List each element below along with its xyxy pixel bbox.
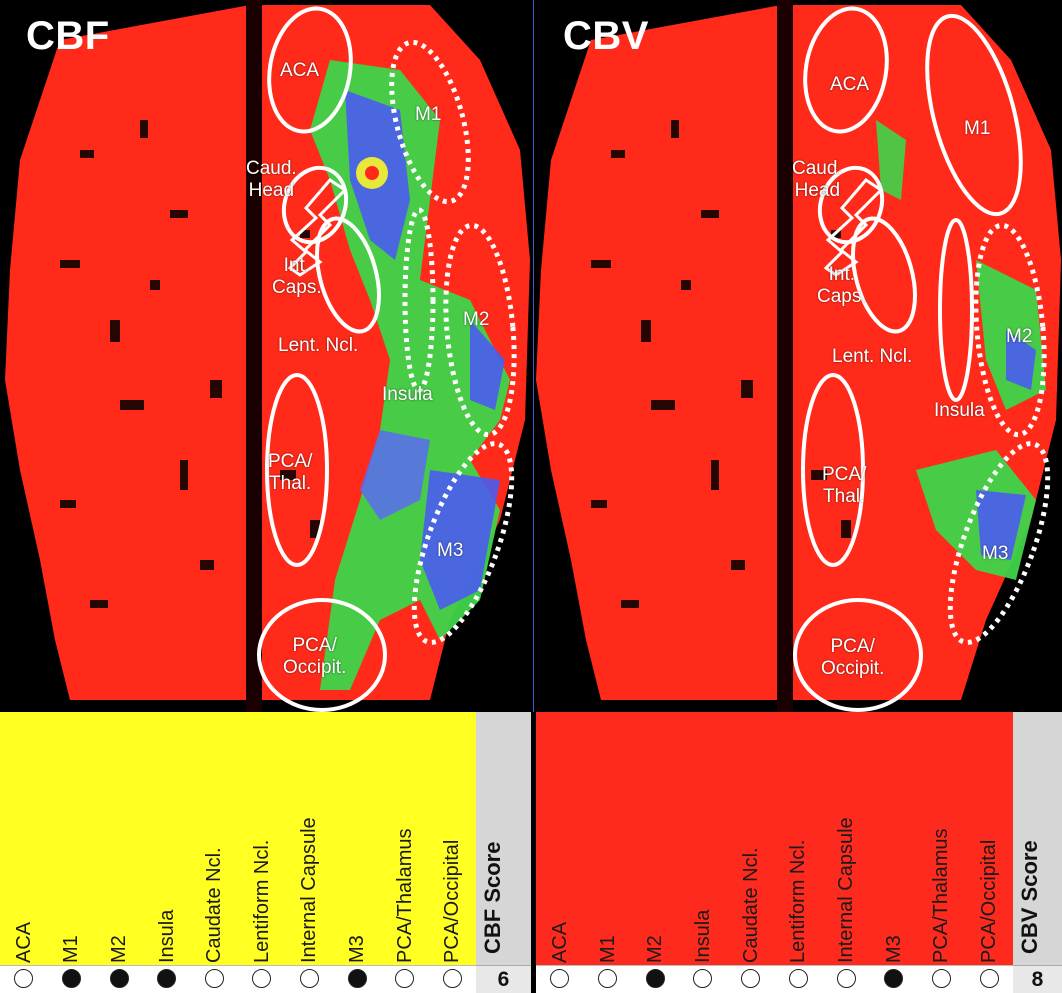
cbf-region-label: PCA/Occipital (441, 839, 464, 963)
cbv-score-column: CBV Score 8 (1013, 712, 1062, 993)
cbv-ischemia-m2 (1006, 330, 1036, 390)
cbf-region-indicator (299, 969, 319, 988)
cbv-label-caud: Caud. Head (792, 158, 843, 201)
cbv-label-intcaps: Int. Caps. (817, 264, 867, 307)
cbf-region-indicator (395, 969, 415, 988)
cbf-core-spot (365, 166, 379, 180)
cbf-region-label: Lentiform Ncl. (250, 839, 273, 963)
cbv-label-pcathal: PCA/ Thal. (822, 464, 867, 507)
cbv-region-label: M2 (644, 935, 667, 963)
cbf-score-column: CBF Score 6 (476, 712, 531, 993)
cbf-region-label: ACA (12, 921, 35, 963)
cbv-ischemia-m3 (976, 490, 1026, 560)
cbv-region-label: ACA (548, 921, 571, 963)
cbv-score-value: 8 (1013, 965, 1062, 993)
cbf-region-indicator (109, 969, 129, 988)
cbf-region-indicator (157, 969, 177, 988)
cbv-region-outlines (793, 6, 1023, 712)
cbf-label-m2: M2 (463, 309, 490, 330)
cbf-panel: CBF ACA M1 Caud. Head Int. Caps. Lent. N… (0, 0, 531, 993)
cbv-region-label: M1 (596, 935, 619, 963)
cbv-region-columns: ACA M1 M2 Insula Caudate Ncl. Lentiform Ncl. I… (536, 712, 1013, 993)
cbv-score-table: ACA M1 M2 Insula Caudate Ncl. Lentiform Ncl. I… (536, 712, 1062, 993)
cbf-label-insula: Insula (382, 384, 433, 405)
cbv-dot-row (536, 965, 1013, 993)
cbf-label-m3: M3 (437, 540, 464, 561)
cbf-dot-row (0, 965, 476, 993)
cbf-region-outlines (257, 6, 387, 712)
cbf-label-pcaocc: PCA/ Occipit. (283, 635, 347, 678)
cbf-label-intcaps: Int. Caps. (272, 255, 322, 298)
cbf-region-label: M2 (108, 935, 130, 963)
cbf-region-label: Insula (155, 909, 178, 963)
cbv-title: CBV (563, 14, 649, 58)
cbv-region-indicator (741, 969, 761, 988)
cbf-ischemia-m2 (470, 320, 505, 410)
cbv-region-label: Lentiform Ncl. (787, 839, 810, 963)
cbf-label-pcathal: PCA/ Thal. (268, 451, 313, 494)
cbf-region-indicator (442, 969, 462, 988)
cbf-region-columns: ACA M1 M2 Insula Caudate Ncl. Lentiform Ncl. I… (0, 712, 476, 993)
cbv-region-label: Internal Capsule (835, 817, 858, 963)
cbv-label-aca: ACA (830, 74, 870, 95)
cbf-label-lent: Lent. Ncl. (278, 335, 359, 356)
cbf-region-indicator (252, 969, 272, 988)
cbv-region-label: M3 (882, 935, 905, 963)
cbf-title: CBF (26, 14, 110, 58)
cbf-label-m1: M1 (415, 104, 442, 125)
cbf-perfusion-map (0, 0, 531, 712)
cbv-dashed-outlines (947, 222, 1051, 645)
cbf-region-indicator (14, 969, 34, 988)
cbf-region-label: M1 (60, 935, 83, 963)
cbv-score-label: CBV Score (1017, 840, 1042, 954)
cbv-label-m3: M3 (982, 543, 1009, 564)
cbv-region-indicator (884, 969, 904, 988)
panel-divider-line (533, 0, 534, 712)
cbv-region-indicator (788, 969, 808, 988)
cbf-region-label: Internal Capsule (298, 817, 321, 963)
cbf-region-label: PCA/Thalamus (393, 828, 416, 964)
cbv-region-indicator (645, 969, 665, 988)
cbf-label-aca: ACA (280, 60, 320, 81)
cbv-label-m1: M1 (964, 118, 991, 139)
cbf-score-table: ACA M1 M2 Insula Caudate Ncl. Lentiform Ncl. I… (0, 712, 531, 993)
cbv-region-label: PCA/Thalamus (930, 828, 953, 964)
cbv-panel: CBV ACA M1 Caud. Head Int. Caps. Lent. N… (536, 0, 1062, 993)
cbv-label-lent: Lent. Ncl. (832, 346, 913, 367)
cbv-label-insula: Insula (934, 400, 985, 421)
cbv-midline (777, 0, 793, 712)
cbv-region-indicator (836, 969, 856, 988)
cbf-region-indicator (347, 969, 367, 988)
cbv-region-indicator (550, 969, 570, 988)
cbv-region-indicator (693, 969, 713, 988)
cbv-penumbra-m1 (876, 120, 906, 200)
cbf-region-indicator (61, 969, 81, 988)
cbf-region-label: M3 (346, 935, 368, 963)
cbv-brain-tissue (536, 5, 1061, 700)
cbf-internal-capsule-outline (287, 178, 348, 277)
cbf-ischemia-insula (360, 430, 430, 520)
cbv-label-m2: M2 (1006, 326, 1033, 347)
cbf-dashed-outlines (389, 39, 517, 645)
cbv-region-indicator (598, 969, 618, 988)
cbv-label-pcaocc: PCA/ Occipit. (821, 636, 885, 679)
cbv-perfusion-map (536, 0, 1062, 712)
cbv-region-label: Caudate Ncl. (739, 847, 762, 963)
cbf-score-value: 6 (476, 965, 531, 993)
cbf-midline (246, 0, 262, 712)
cbv-region-indicator (979, 969, 999, 988)
cbv-region-indicator (931, 969, 951, 988)
cbf-score-label: CBF Score (480, 841, 505, 954)
cbv-region-label: Insula (691, 909, 714, 963)
cbf-region-indicator (204, 969, 224, 988)
cbv-region-label: PCA/Occipital (978, 839, 1001, 963)
cbv-internal-capsule-outline (823, 178, 884, 277)
cbf-region-label: Caudate Ncl. (203, 847, 226, 963)
cbf-label-caud: Caud. Head (246, 158, 297, 201)
cbf-speckle (60, 120, 320, 608)
